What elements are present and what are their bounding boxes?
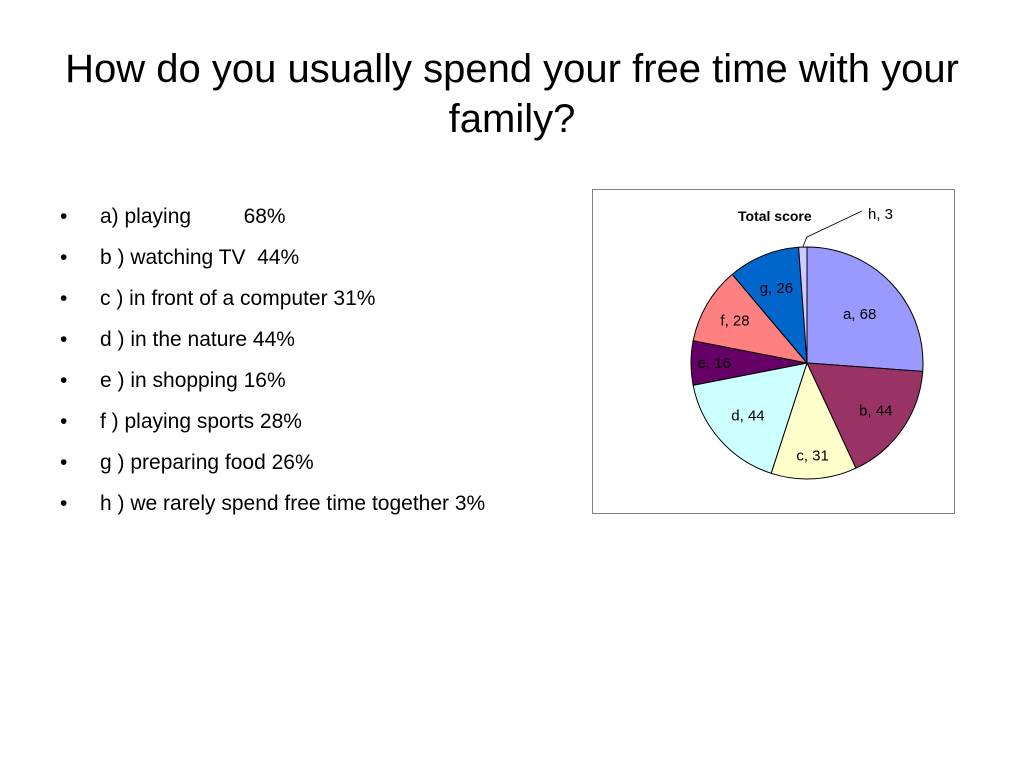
bullet-icon: • bbox=[60, 451, 68, 474]
pie-slice-d bbox=[692, 362, 808, 474]
bullet-text: e ) in shopping 16% bbox=[100, 369, 286, 392]
list-item: • h ) we rarely spend free time together … bbox=[60, 483, 600, 524]
slide-title: How do you usually spend your free time … bbox=[65, 47, 959, 141]
list-item: • f ) playing sports 28% bbox=[60, 401, 600, 442]
slice-label-f: f, 28 bbox=[720, 313, 749, 330]
slice-label-e: e, 16 bbox=[698, 355, 731, 372]
bullet-text: d ) in the nature 44% bbox=[100, 328, 295, 351]
pie-chart-canvas: Total score a, 68 b, 44 c, 31 d, 44 e, 16 f, … bbox=[690, 206, 924, 480]
bullet-text: a) playing 68% bbox=[100, 205, 286, 228]
list-item: • b ) watching TV 44% bbox=[60, 237, 600, 278]
bullet-text: b ) watching TV 44% bbox=[100, 246, 300, 269]
list-item: • e ) in shopping 16% bbox=[60, 360, 600, 401]
pie-slice-c bbox=[770, 361, 857, 480]
bullet-icon: • bbox=[60, 492, 68, 515]
pie-slice-b bbox=[806, 362, 924, 469]
bullet-icon: • bbox=[60, 328, 68, 351]
pie-slice-g bbox=[731, 246, 808, 365]
bullet-icon: • bbox=[60, 205, 68, 228]
bullet-text: g ) preparing food 26% bbox=[100, 451, 314, 474]
pie-slice-f bbox=[692, 273, 809, 364]
bullet-text: h ) we rarely spend free time together 3… bbox=[100, 492, 486, 515]
slice-label-h: h, 3 bbox=[868, 206, 893, 223]
bullet-icon: • bbox=[60, 287, 68, 310]
pie-slice-a bbox=[806, 246, 924, 372]
list-item: • a) playing 68% bbox=[60, 196, 600, 237]
list-item: • c ) in front of a computer 31% bbox=[60, 278, 600, 319]
pie-chart: Total score a, 68 b, 44 c, 31 d, 44 e, 16 f, … bbox=[592, 189, 955, 514]
slice-label-a: a, 68 bbox=[843, 306, 876, 323]
slice-label-g: g, 26 bbox=[760, 280, 793, 297]
list-item: • g ) preparing food 26% bbox=[60, 442, 600, 483]
bullet-text: f ) playing sports 28% bbox=[100, 410, 302, 433]
slice-label-c: c, 31 bbox=[796, 448, 829, 465]
chart-title: Total score bbox=[738, 208, 812, 224]
label-leader-line bbox=[802, 210, 863, 248]
slice-label-b: b, 44 bbox=[859, 402, 892, 419]
bullet-icon: • bbox=[60, 410, 68, 433]
slice-label-d: d, 44 bbox=[731, 407, 764, 424]
bullet-icon: • bbox=[60, 369, 68, 392]
bullet-icon: • bbox=[60, 246, 68, 269]
list-item: • d ) in the nature 44% bbox=[60, 319, 600, 360]
bullet-text: c ) in front of a computer 31% bbox=[100, 287, 376, 310]
bullet-list: • a) playing 68% • b ) watching TV 44% • c … bbox=[60, 196, 600, 524]
